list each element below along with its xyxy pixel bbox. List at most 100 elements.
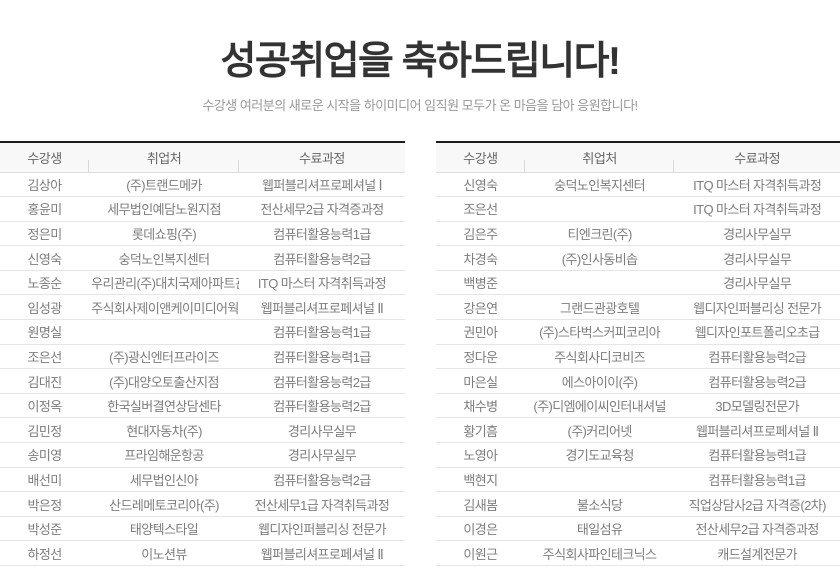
student-name-cell: 박성준 bbox=[0, 516, 90, 542]
course-cell: 컴퓨터활용능력2급 bbox=[674, 368, 840, 394]
employer-cell: 프라임해운항공 bbox=[89, 442, 239, 468]
student-name-cell: 노영아 bbox=[436, 442, 525, 468]
employer-cell bbox=[524, 270, 675, 296]
course-cell: 웹디자인퍼블리싱 전문가 bbox=[674, 294, 840, 321]
employer-cell: 세무법인신아 bbox=[89, 467, 239, 493]
employer-cell: 롯데쇼핑(주) bbox=[89, 221, 239, 247]
page-subtitle: 수강생 여러분의 새로운 시작을 하이미디어 임직원 모두가 온 마음을 담아 … bbox=[202, 98, 638, 113]
course-cell: 컴퓨터활용능력1급 bbox=[238, 344, 405, 370]
employer-cell: 불소식당 bbox=[524, 491, 675, 517]
table-header: 수강생 취업처 수료과정 bbox=[0, 141, 405, 173]
table-row: 이경은 태일섬유 전산세무2급 자격증과정 bbox=[436, 516, 840, 542]
table-row: 차경숙 (주)인사동비솝 경리사무실무 bbox=[436, 245, 840, 271]
table-header: 수강생 취업처 수료과정 bbox=[436, 141, 840, 173]
student-name-cell: 이경은 bbox=[436, 516, 525, 542]
employer-cell: 태양텍스타일 bbox=[89, 516, 239, 542]
table-row: 백현지 컴퓨터활용능력1급 bbox=[436, 467, 840, 493]
table-row: 조은선 ITQ 마스터 자격취득과정 bbox=[436, 196, 840, 222]
student-name-cell: 홍윤미 bbox=[0, 196, 90, 222]
student-name-cell: 송미영 bbox=[0, 442, 90, 468]
student-name-cell: 백현지 bbox=[436, 467, 525, 493]
table-row: 박성준 태양텍스타일 웹디자인퍼블리싱 전문가 bbox=[0, 516, 405, 542]
course-cell: 전산세무1급 자격취득과정 bbox=[238, 491, 405, 517]
employer-cell: (주)광신엔터프라이즈 bbox=[89, 344, 239, 370]
employer-cell: 주식회사제이앤케이미디어웍스 bbox=[89, 294, 239, 321]
table-row: 김상아 (주)트랜드메카 웹퍼블리셔프로페셔널 Ⅰ bbox=[0, 172, 405, 198]
course-cell: 컴퓨터활용능력1급 bbox=[674, 442, 840, 468]
course-cell: 웹디자인포트폴리오초급 bbox=[674, 319, 840, 345]
student-name-cell: 정다운 bbox=[436, 344, 525, 370]
table-row: 노영아 경기도교육청 컴퓨터활용능력1급 bbox=[436, 442, 840, 468]
student-name-cell: 마은실 bbox=[436, 368, 525, 394]
student-name-cell: 원명실 bbox=[0, 319, 90, 345]
employer-cell: (주)대양오토출산지점 bbox=[89, 368, 239, 394]
employer-cell: 주식회사디코비즈 bbox=[524, 344, 675, 370]
course-cell: 경리사무실무 bbox=[674, 221, 840, 247]
table-row: 정다운 주식회사디코비즈 컴퓨터활용능력2급 bbox=[436, 344, 840, 370]
student-name-cell: 김대진 bbox=[0, 368, 90, 394]
student-name-cell: 김상아 bbox=[0, 172, 90, 198]
table-row: 원명실 컴퓨터활용능력1급 bbox=[0, 319, 405, 345]
student-name-cell: 노종순 bbox=[0, 270, 90, 296]
employer-cell: 현대자동차(주) bbox=[89, 417, 239, 444]
employer-cell: 티엔크린(주) bbox=[524, 221, 675, 247]
employer-cell: 이노션뷰 bbox=[89, 540, 239, 566]
course-cell: 컴퓨터활용능력2급 bbox=[238, 393, 405, 419]
congrats-header: 성공취업을 축하드립니다! 수강생 여러분의 새로운 시작을 하이미디어 임직원… bbox=[0, 38, 840, 114]
table-row: 강은연 그랜드관광호텔 웹디자인퍼블리싱 전문가 bbox=[436, 294, 840, 321]
employer-cell: 세무법인예담노원지점 bbox=[89, 196, 239, 222]
table-row: 이원근 주식회사파인테크닉스 캐드설계전문가 bbox=[436, 540, 840, 566]
table-row: 신영숙 숭덕노인복지센터 컴퓨터활용능력2급 bbox=[0, 245, 405, 271]
column-header-course: 수료과정 bbox=[674, 141, 840, 173]
table-row: 이정옥 한국실버결연상담센타 컴퓨터활용능력2급 bbox=[0, 393, 405, 419]
course-cell: 컴퓨터활용능력2급 bbox=[238, 245, 405, 271]
course-cell: 웹퍼블리셔프로페셔널 Ⅱ bbox=[674, 417, 840, 444]
student-name-cell: 황기흠 bbox=[436, 417, 525, 444]
course-cell: 전산세무2급 자격증과정 bbox=[674, 516, 840, 542]
student-name-cell: 신영숙 bbox=[436, 172, 525, 198]
employment-table-right: 수강생 취업처 수료과정 신영숙 숭덕노인복지센터 ITQ 마스터 자격취득과정 조은… bbox=[436, 141, 840, 566]
student-name-cell: 조은선 bbox=[436, 196, 525, 222]
table-row: 황기흠 (주)커리어넷 웹퍼블리셔프로페셔널 Ⅱ bbox=[436, 417, 840, 444]
table-row: 김대진 (주)대양오토출산지점 컴퓨터활용능력2급 bbox=[0, 368, 405, 394]
course-cell: 경리사무실무 bbox=[238, 417, 405, 444]
table-row: 백병준 경리사무실무 bbox=[436, 270, 840, 296]
table-row: 배선미 세무법인신아 컴퓨터활용능력2급 bbox=[0, 467, 405, 493]
table-row: 김새봄 불소식당 직업상담사2급 자격증(2차) bbox=[436, 491, 840, 517]
student-name-cell: 김민정 bbox=[0, 417, 90, 444]
student-name-cell: 조은선 bbox=[0, 344, 90, 370]
employer-cell: 그랜드관광호텔 bbox=[524, 294, 675, 321]
student-name-cell: 이정옥 bbox=[0, 393, 90, 419]
course-cell: 경리사무실무 bbox=[674, 270, 840, 296]
employer-cell: 한국실버결연상담센타 bbox=[89, 393, 239, 419]
course-cell: ITQ 마스터 자격취득과정 bbox=[238, 270, 405, 296]
student-name-cell: 강은연 bbox=[436, 294, 525, 321]
employer-cell: 태일섬유 bbox=[524, 516, 675, 542]
student-name-cell: 배선미 bbox=[0, 467, 90, 493]
employer-cell: (주)스타벅스커피코리아 bbox=[524, 319, 675, 345]
table-row: 김민정 현대자동차(주) 경리사무실무 bbox=[0, 417, 405, 444]
employer-cell: (주)인사동비솝 bbox=[524, 245, 675, 271]
table-body-right: 신영숙 숭덕노인복지센터 ITQ 마스터 자격취득과정 조은선 ITQ 마스터 자격취득… bbox=[436, 172, 840, 566]
employment-table-left: 수강생 취업처 수료과정 김상아 (주)트랜드메카 웹퍼블리셔프로페셔널 Ⅰ 홍윤미 세… bbox=[0, 141, 405, 566]
table-row: 정은미 롯데쇼핑(주) 컴퓨터활용능력1급 bbox=[0, 221, 405, 247]
table-row: 김은주 티엔크린(주) 경리사무실무 bbox=[436, 221, 840, 247]
employer-cell: 산드레메토코리아(주) bbox=[89, 491, 239, 517]
student-name-cell: 하정선 bbox=[0, 540, 90, 566]
column-header-course: 수료과정 bbox=[238, 141, 405, 173]
employer-cell bbox=[89, 319, 239, 345]
employer-cell: 주식회사파인테크닉스 bbox=[524, 540, 675, 566]
student-name-cell: 김은주 bbox=[436, 221, 525, 247]
column-header-employer: 취업처 bbox=[524, 141, 675, 173]
course-cell: 전산세무2급 자격증과정 bbox=[238, 196, 405, 222]
employer-cell: (주)트랜드메카 bbox=[89, 172, 239, 198]
student-name-cell: 신영숙 bbox=[0, 245, 90, 271]
course-cell: ITQ 마스터 자격취득과정 bbox=[674, 172, 840, 198]
course-cell: 컴퓨터활용능력1급 bbox=[238, 221, 405, 247]
student-name-cell: 임성광 bbox=[0, 294, 90, 321]
course-cell: 직업상담사2급 자격증(2차) bbox=[674, 491, 840, 517]
table-row: 임성광 주식회사제이앤케이미디어웍스 웹퍼블리셔프로페셔널 Ⅱ bbox=[0, 294, 405, 321]
course-cell: 웹퍼블리셔프로페셔널 Ⅱ bbox=[238, 540, 405, 566]
table-row: 신영숙 숭덕노인복지센터 ITQ 마스터 자격취득과정 bbox=[436, 172, 840, 198]
